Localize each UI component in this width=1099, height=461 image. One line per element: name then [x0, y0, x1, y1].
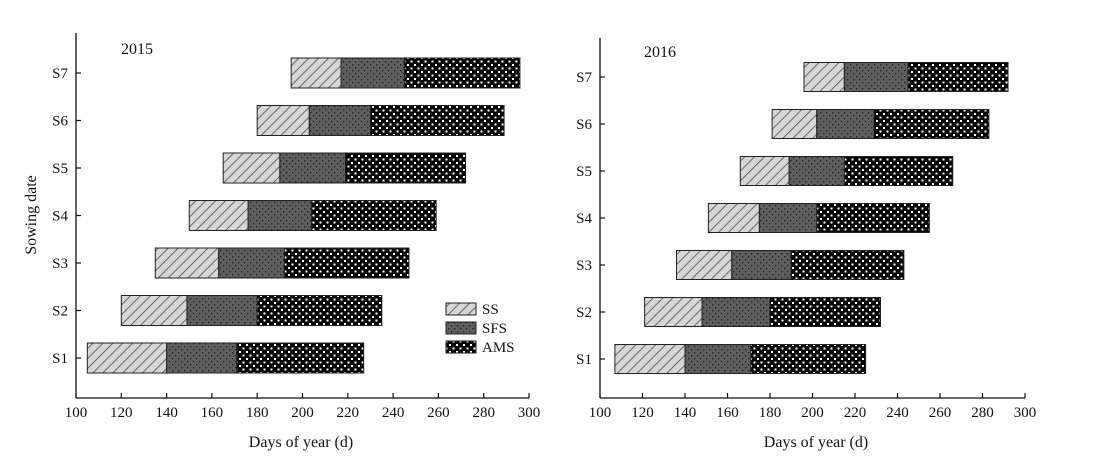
- bar-ams-s5: [345, 152, 467, 184]
- panel-2016: 100 120 140 160 180 200 220 240 260 280 300 S1 S2 S3 S…: [576, 38, 1036, 451]
- x-tick-label: 240: [382, 405, 405, 421]
- y-tick-label: S7: [576, 70, 592, 86]
- bar-ams-s5: [843, 156, 954, 186]
- y-tick-label: S6: [52, 114, 68, 130]
- ticks-2015: 100 120 140 160 180 200 220 240 260 280 300 S1 S2 S3 S…: [52, 66, 540, 421]
- y-tick-label: S2: [52, 304, 68, 320]
- bar-ss-s5: [222, 152, 281, 184]
- x-tick-label: 160: [716, 405, 739, 421]
- bar-sfs-s1: [166, 342, 238, 374]
- x-tick-label: 180: [246, 405, 269, 421]
- bar-sfs-s3: [731, 250, 792, 280]
- bar-ss-s6: [771, 109, 818, 139]
- bar-ss-s6: [256, 105, 310, 136]
- panel-title-2015: 2015: [121, 41, 153, 58]
- y-tick-label: S3: [52, 256, 68, 272]
- x-tick-label: 220: [337, 405, 360, 421]
- y-tick-label: S4: [576, 211, 592, 227]
- x-tick-label: 200: [801, 405, 824, 421]
- bar-sfs-s7: [843, 62, 909, 92]
- panel-title-2016: 2016: [644, 44, 676, 61]
- x-tick-label: 140: [155, 405, 178, 421]
- bar-ams-s4: [311, 200, 437, 231]
- x-tick-label: 160: [201, 405, 224, 421]
- bar-ss-s4: [707, 203, 760, 233]
- bars-2015: [86, 57, 521, 374]
- y-tick-label: S3: [576, 258, 592, 274]
- x-tick-label: 220: [844, 405, 867, 421]
- x-tick-label: 280: [971, 405, 994, 421]
- bar-sfs-s4: [758, 203, 818, 233]
- bar-ss-s1: [86, 342, 168, 374]
- x-tick-label: 260: [427, 405, 450, 421]
- bar-ss-s2: [120, 295, 188, 326]
- y-tick-label: S1: [576, 352, 592, 368]
- bar-ams-s2: [769, 297, 881, 327]
- legend: SS SFS AMS: [445, 302, 515, 356]
- bars-2016: [614, 62, 1009, 374]
- x-tick-label: 240: [886, 405, 909, 421]
- bar-sfs-s6: [816, 109, 875, 139]
- bar-ss-s5: [739, 156, 790, 186]
- y-axis-title: Sowing date: [23, 175, 40, 255]
- bar-sfs-s5: [788, 156, 845, 186]
- y-tick-label: S7: [52, 66, 68, 82]
- bar-ss-s3: [154, 247, 220, 279]
- bar-sfs-s2: [701, 297, 771, 327]
- x-tick-label: 100: [589, 405, 612, 421]
- legend-swatch-ams: [445, 340, 477, 354]
- bar-ams-s3: [283, 247, 410, 279]
- panel-2015: 100 120 140 160 180 200 220 240 260 280 300 S1 S2 S3 S…: [23, 33, 540, 451]
- bar-ss-s3: [676, 250, 733, 280]
- x-tick-label: 260: [929, 405, 952, 421]
- y-tick-label: S5: [52, 161, 68, 177]
- bar-ams-s6: [369, 105, 505, 136]
- y-tick-label: S2: [576, 305, 592, 321]
- legend-label-ams: AMS: [482, 340, 515, 356]
- legend-swatch-ss: [445, 302, 477, 316]
- bar-ams-s3: [790, 250, 905, 280]
- y-tick-label: S5: [576, 164, 592, 180]
- ticks-2016: 100 120 140 160 180 200 220 240 260 280 300 S1 S2 S3 S…: [576, 70, 1036, 421]
- bar-ss-s4: [188, 200, 249, 231]
- bar-ams-s2: [256, 295, 383, 326]
- bar-ss-s7: [290, 57, 342, 89]
- bar-sfs-s7: [340, 57, 405, 89]
- x-tick-label: 200: [291, 405, 314, 421]
- y-tick-label: S6: [576, 117, 592, 133]
- bar-sfs-s3: [218, 247, 285, 279]
- bar-ss-s1: [614, 344, 686, 374]
- x-tick-label: 280: [472, 405, 495, 421]
- x-tick-label: 300: [518, 405, 541, 421]
- bar-ams-s1: [750, 344, 867, 374]
- legend-label-ss: SS: [482, 302, 499, 318]
- bar-ss-s7: [803, 62, 845, 92]
- x-axis-title-2015: Days of year (d): [249, 434, 353, 451]
- x-tick-label: 300: [1014, 405, 1037, 421]
- bar-ams-s4: [816, 203, 930, 233]
- bar-sfs-s1: [684, 344, 752, 374]
- x-tick-label: 100: [65, 405, 88, 421]
- legend-label-sfs: SFS: [482, 321, 507, 337]
- y-tick-label: S4: [52, 209, 68, 225]
- x-tick-label: 140: [674, 405, 697, 421]
- bar-ams-s7: [907, 62, 1009, 92]
- x-axis-title-2016: Days of year (d): [764, 434, 868, 451]
- bar-ss-s2: [644, 297, 703, 327]
- bar-sfs-s2: [186, 295, 258, 326]
- x-tick-label: 180: [759, 405, 782, 421]
- y-tick-label: S1: [52, 351, 68, 367]
- bar-sfs-s5: [279, 152, 347, 184]
- bar-ams-s6: [873, 109, 990, 139]
- x-tick-label: 120: [631, 405, 654, 421]
- legend-swatch-sfs: [445, 321, 477, 335]
- x-tick-label: 120: [110, 405, 133, 421]
- bar-ams-s1: [236, 342, 365, 374]
- bar-ams-s7: [403, 57, 521, 89]
- bar-sfs-s4: [247, 200, 313, 231]
- bar-sfs-s6: [308, 105, 371, 136]
